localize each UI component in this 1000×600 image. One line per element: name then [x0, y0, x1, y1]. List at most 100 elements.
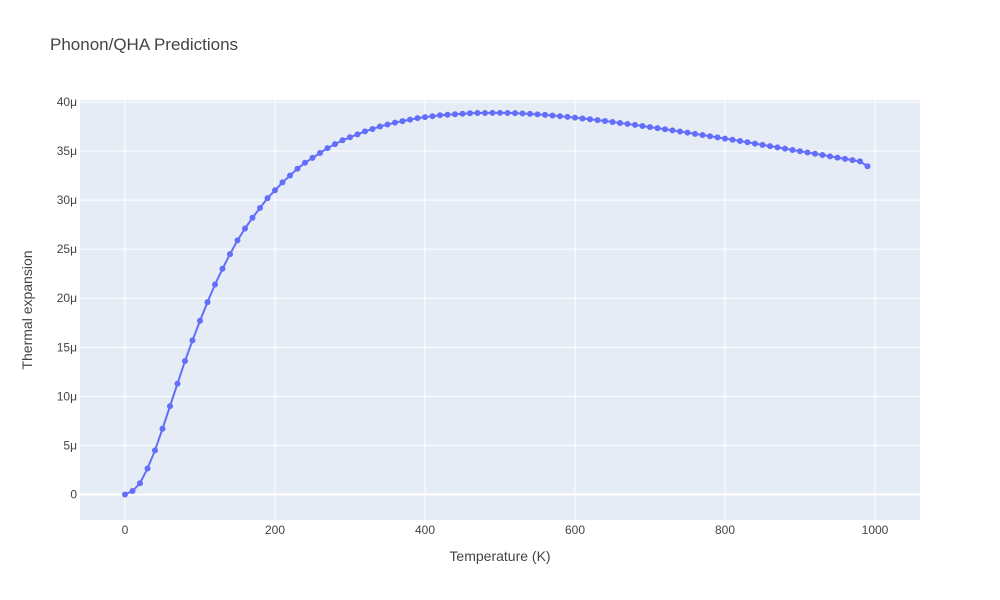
data-point[interactable]: [302, 159, 308, 166]
data-point[interactable]: [422, 114, 428, 121]
data-point[interactable]: [182, 358, 188, 365]
data-point[interactable]: [834, 154, 841, 161]
data-point[interactable]: [339, 137, 346, 144]
data-point[interactable]: [737, 138, 743, 145]
data-point[interactable]: [759, 141, 766, 148]
data-point[interactable]: [729, 136, 736, 143]
data-point[interactable]: [744, 139, 751, 146]
data-point[interactable]: [512, 110, 518, 117]
data-point[interactable]: [669, 127, 676, 134]
data-point[interactable]: [369, 125, 376, 132]
data-point[interactable]: [857, 158, 863, 165]
data-point[interactable]: [572, 114, 578, 121]
data-point[interactable]: [227, 251, 233, 258]
data-point[interactable]: [204, 299, 211, 306]
data-point[interactable]: [797, 148, 803, 155]
data-point[interactable]: [594, 117, 601, 124]
data-point[interactable]: [527, 110, 533, 117]
data-point[interactable]: [804, 149, 811, 156]
data-point[interactable]: [152, 447, 158, 454]
data-point[interactable]: [489, 109, 496, 116]
data-point[interactable]: [384, 121, 391, 128]
data-point[interactable]: [452, 111, 458, 118]
data-point[interactable]: [602, 118, 608, 124]
data-point[interactable]: [354, 131, 361, 138]
data-point[interactable]: [557, 113, 563, 120]
data-point[interactable]: [549, 112, 556, 119]
data-point[interactable]: [654, 125, 661, 132]
data-point[interactable]: [399, 118, 406, 125]
data-point[interactable]: [444, 111, 451, 118]
data-point[interactable]: [407, 116, 413, 123]
data-point[interactable]: [392, 119, 398, 126]
data-point[interactable]: [144, 465, 151, 472]
data-point[interactable]: [234, 237, 241, 244]
data-point[interactable]: [519, 110, 526, 117]
data-point[interactable]: [504, 109, 511, 116]
data-point[interactable]: [189, 337, 196, 344]
data-point[interactable]: [474, 110, 481, 117]
data-point[interactable]: [437, 112, 443, 119]
data-point[interactable]: [692, 130, 698, 137]
data-point[interactable]: [459, 110, 466, 117]
data-point[interactable]: [129, 488, 136, 495]
data-point[interactable]: [782, 145, 788, 152]
data-point[interactable]: [617, 119, 623, 126]
data-point[interactable]: [362, 128, 368, 135]
data-point[interactable]: [272, 187, 278, 194]
data-point[interactable]: [242, 225, 248, 232]
data-point[interactable]: [219, 265, 226, 272]
data-point[interactable]: [377, 123, 383, 130]
data-point[interactable]: [849, 157, 856, 164]
data-point[interactable]: [819, 152, 826, 159]
data-point[interactable]: [564, 113, 571, 120]
data-point[interactable]: [699, 132, 706, 139]
data-point[interactable]: [212, 281, 218, 288]
data-point[interactable]: [534, 111, 541, 118]
data-point[interactable]: [789, 146, 796, 153]
data-point[interactable]: [197, 317, 203, 324]
data-point[interactable]: [579, 115, 586, 122]
data-point[interactable]: [347, 134, 353, 141]
data-point[interactable]: [647, 124, 653, 131]
data-point[interactable]: [257, 204, 263, 211]
data-point[interactable]: [159, 425, 166, 432]
data-point[interactable]: [707, 133, 713, 140]
data-point[interactable]: [287, 172, 293, 179]
data-point[interactable]: [774, 144, 781, 151]
data-point[interactable]: [429, 113, 436, 120]
data-point[interactable]: [414, 115, 421, 122]
data-point[interactable]: [167, 403, 173, 410]
data-point[interactable]: [137, 480, 143, 487]
plot-area[interactable]: [80, 100, 920, 520]
data-point[interactable]: [122, 491, 128, 498]
data-point[interactable]: [842, 155, 848, 162]
data-point[interactable]: [587, 116, 593, 123]
data-point[interactable]: [294, 165, 301, 172]
data-point[interactable]: [812, 150, 818, 157]
data-point[interactable]: [309, 154, 316, 161]
data-point[interactable]: [827, 153, 833, 160]
data-point[interactable]: [752, 140, 758, 147]
data-point[interactable]: [684, 129, 691, 136]
data-point[interactable]: [249, 214, 256, 221]
data-point[interactable]: [279, 179, 286, 186]
data-point[interactable]: [639, 123, 646, 129]
data-point[interactable]: [317, 149, 323, 156]
data-point[interactable]: [624, 120, 631, 127]
data-point[interactable]: [864, 163, 871, 170]
data-point[interactable]: [542, 111, 548, 118]
data-point[interactable]: [714, 134, 721, 141]
data-point[interactable]: [467, 110, 473, 117]
data-point[interactable]: [324, 145, 331, 152]
data-point[interactable]: [632, 121, 638, 128]
data-point[interactable]: [332, 141, 338, 148]
data-point[interactable]: [662, 126, 668, 133]
data-point[interactable]: [264, 195, 271, 202]
data-point[interactable]: [497, 109, 503, 116]
data-point[interactable]: [482, 109, 488, 116]
data-point[interactable]: [767, 143, 773, 150]
data-point[interactable]: [677, 128, 683, 135]
data-point[interactable]: [722, 135, 728, 142]
data-point[interactable]: [174, 380, 181, 387]
